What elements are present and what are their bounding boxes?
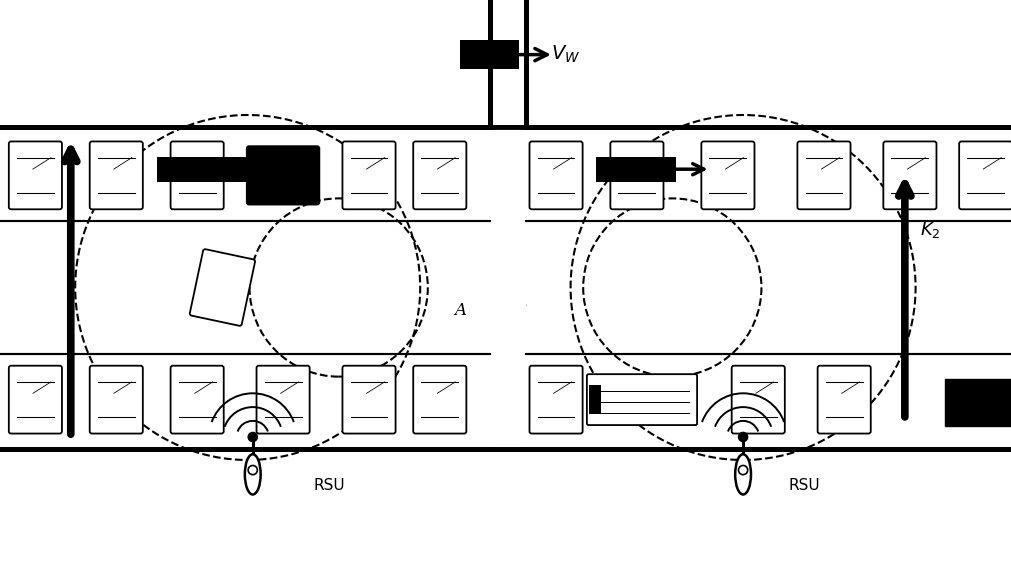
FancyBboxPatch shape: [9, 366, 62, 434]
Text: RSU: RSU: [313, 478, 345, 493]
FancyBboxPatch shape: [413, 366, 466, 434]
Circle shape: [248, 466, 258, 475]
FancyArrowPatch shape: [676, 164, 704, 175]
FancyBboxPatch shape: [413, 141, 466, 209]
Ellipse shape: [735, 454, 751, 494]
FancyBboxPatch shape: [171, 366, 223, 434]
Text: B: B: [515, 302, 527, 319]
Bar: [588, 385, 602, 414]
FancyArrowPatch shape: [65, 150, 77, 434]
FancyBboxPatch shape: [884, 141, 936, 209]
FancyBboxPatch shape: [959, 141, 1011, 209]
FancyBboxPatch shape: [247, 146, 319, 205]
FancyBboxPatch shape: [530, 141, 582, 209]
Circle shape: [738, 466, 748, 475]
FancyArrowPatch shape: [520, 48, 547, 61]
FancyBboxPatch shape: [818, 366, 870, 434]
FancyBboxPatch shape: [257, 366, 309, 434]
FancyBboxPatch shape: [798, 141, 850, 209]
FancyBboxPatch shape: [343, 366, 395, 434]
FancyBboxPatch shape: [190, 249, 255, 326]
Bar: [460, 40, 520, 69]
Text: A: A: [454, 302, 466, 319]
Ellipse shape: [245, 454, 261, 494]
Bar: [490, 0, 526, 126]
Text: S: S: [511, 198, 523, 216]
Circle shape: [738, 432, 748, 442]
FancyBboxPatch shape: [530, 366, 582, 434]
Bar: [945, 379, 1011, 426]
Bar: [490, 126, 526, 449]
FancyBboxPatch shape: [343, 141, 395, 209]
FancyBboxPatch shape: [171, 141, 223, 209]
FancyBboxPatch shape: [586, 374, 698, 425]
FancyBboxPatch shape: [702, 141, 754, 209]
Text: RSU: RSU: [789, 478, 820, 493]
Bar: [490, 126, 526, 449]
FancyBboxPatch shape: [9, 141, 62, 209]
Bar: [157, 156, 252, 182]
Bar: [596, 156, 676, 182]
Circle shape: [248, 432, 258, 442]
Text: $K_2$: $K_2$: [920, 220, 940, 240]
FancyBboxPatch shape: [90, 366, 143, 434]
FancyBboxPatch shape: [90, 141, 143, 209]
Text: $K_1$: $K_1$: [10, 191, 30, 211]
FancyBboxPatch shape: [732, 366, 785, 434]
Text: $V_2$: $V_2$: [713, 159, 734, 179]
FancyArrowPatch shape: [899, 184, 911, 417]
FancyBboxPatch shape: [611, 141, 663, 209]
Text: $V_W$: $V_W$: [551, 44, 580, 66]
FancyArrowPatch shape: [252, 164, 279, 175]
Text: $V_1$: $V_1$: [288, 159, 309, 179]
